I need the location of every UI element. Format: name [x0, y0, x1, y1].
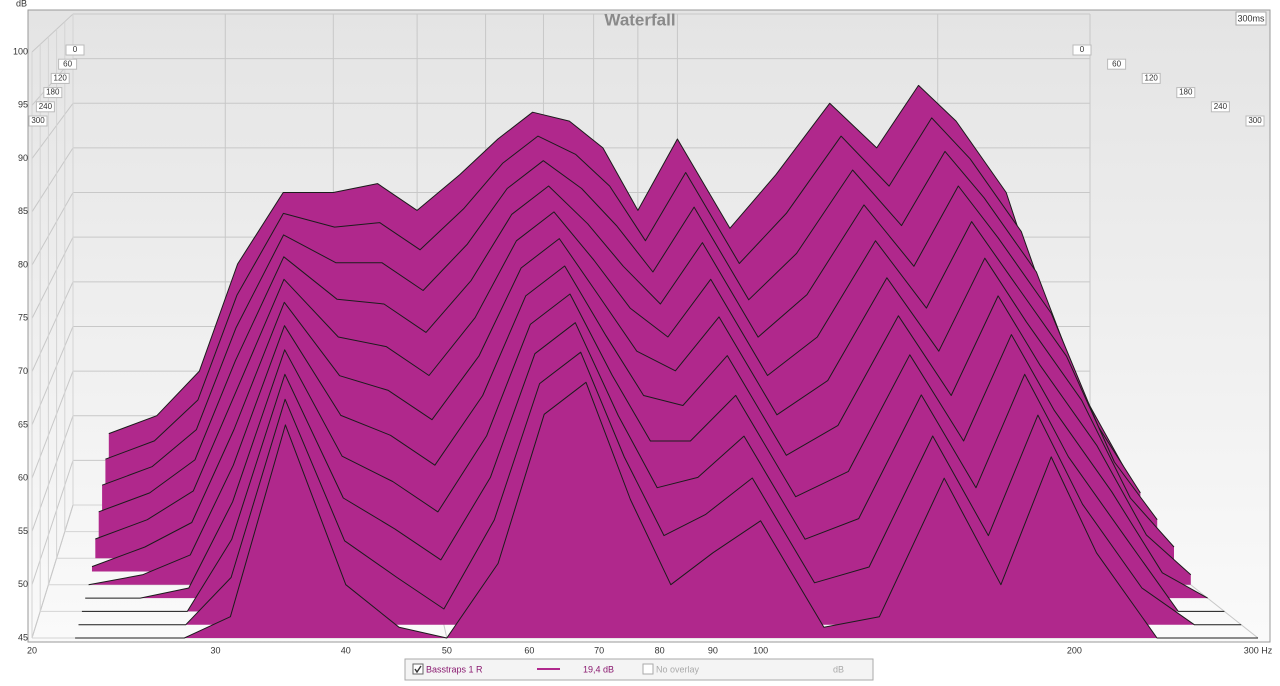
grid-line: [31, 326, 74, 426]
slice-line: [91, 238, 1175, 568]
slice-line: [95, 211, 1158, 540]
legend: Basstraps 1 R 19,4 dB No overlay dB: [404, 658, 874, 681]
z-tick-box: [1245, 115, 1265, 127]
y-tick-label: 60: [18, 473, 28, 483]
x-tick-label: 40: [341, 645, 351, 655]
grid-line: [31, 415, 74, 532]
z-tick-box: [50, 72, 70, 84]
labels: 45 50 55 60 65 70 75 80 85 90 95 100 20 30 40 50 60 70 80 9…: [13, 44, 1273, 655]
grid-line: [31, 102, 74, 159]
slice-line: [81, 322, 1225, 612]
z-tick-label: 180: [46, 88, 60, 97]
x-tick-label: 50: [442, 645, 452, 655]
z-tick-label: 300: [31, 116, 45, 125]
x-tick-label: 60: [524, 645, 534, 655]
z-tick-box: [1176, 87, 1196, 99]
grid-line: [31, 504, 74, 639]
grid-line: [31, 13, 74, 53]
y-tick-label: 95: [18, 100, 28, 110]
legend-unit: dB: [833, 664, 844, 674]
z-tick-label: 120: [54, 74, 68, 83]
z-tick-label: 0: [1080, 45, 1085, 54]
z-tick-box: [28, 115, 48, 127]
z-tick-box: [1210, 101, 1230, 113]
slice-line: [98, 185, 1141, 513]
slice-line: [85, 293, 1208, 599]
legend-series-name: Basstraps 1 R: [426, 664, 483, 674]
y-tick-label: 80: [18, 259, 28, 269]
y-tick-label: 65: [18, 419, 28, 429]
legend-value: 19,4 dB: [583, 664, 614, 674]
z-tick-label: 60: [63, 59, 72, 68]
z-tick-box: [58, 58, 78, 70]
slice-line: [101, 150, 1125, 486]
y-tick-label: 55: [18, 526, 28, 536]
grid-line: [31, 236, 74, 319]
z-tick-label: 0: [73, 45, 78, 54]
x-tick-label: 70: [594, 645, 604, 655]
y-tick-label: 100: [13, 46, 28, 56]
y-tick-label: 70: [18, 366, 28, 376]
z-tick-label: 180: [1179, 88, 1193, 97]
corner-label-box: [1235, 11, 1267, 26]
x-tick-label: 20: [27, 645, 37, 655]
corner-label: 300ms: [1237, 13, 1265, 23]
x-tick-label: 90: [708, 645, 718, 655]
slice-line: [88, 265, 1192, 586]
grid-line: [31, 460, 74, 585]
grid-line: [31, 147, 74, 213]
waterfall-surface: [75, 84, 1259, 639]
x-tick-label: 80: [655, 645, 665, 655]
slice-area: [75, 382, 1259, 638]
chart-title: Waterfall: [604, 10, 675, 29]
z-tick-label: 120: [1145, 74, 1159, 83]
y-tick-label: 45: [18, 632, 28, 642]
overlay-checkbox[interactable]: [642, 663, 654, 675]
z-tick-box: [1107, 58, 1127, 70]
y-axis-label: dB: [16, 0, 27, 8]
x-tick-label: 200: [1067, 645, 1082, 655]
x-tick-label: 100: [753, 645, 768, 655]
slice-line: [78, 351, 1242, 626]
checkmark: [414, 665, 422, 674]
grid-line: [31, 281, 74, 372]
z-tick-box: [43, 87, 63, 99]
z-tick-box: [35, 101, 55, 113]
grid-line: [31, 370, 74, 479]
legend-box: [404, 658, 874, 681]
x-tick-label: 300 Hz: [1244, 645, 1273, 655]
y-tick-label: 75: [18, 313, 28, 323]
legend-overlay: No overlay: [656, 664, 700, 674]
z-tick-box: [1072, 44, 1092, 56]
x-tick-label: 30: [211, 645, 221, 655]
z-tick-label: 240: [1214, 102, 1228, 111]
slice-line: [108, 84, 1091, 435]
z-tick-label: 60: [1112, 59, 1121, 68]
legend-checkbox[interactable]: [412, 663, 424, 675]
z-tick-box: [1141, 72, 1161, 84]
z-tick-label: 240: [39, 102, 53, 111]
y-tick-label: 85: [18, 206, 28, 216]
z-tick-box: [65, 44, 85, 56]
y-tick-label: 50: [18, 579, 28, 589]
grid-line: [31, 192, 74, 266]
z-tick-label: 300: [1248, 116, 1262, 125]
y-tick-label: 90: [18, 153, 28, 163]
slice-line: [105, 117, 1108, 460]
slice-line: [75, 381, 1258, 639]
